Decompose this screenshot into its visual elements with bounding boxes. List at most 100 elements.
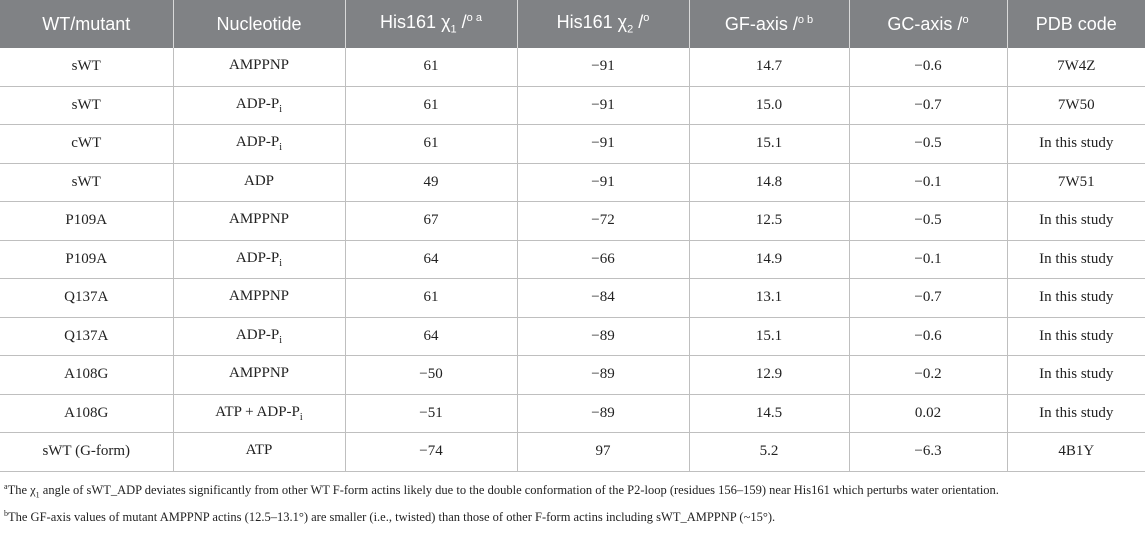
cell-gc-axis: −0.7 [849,86,1008,125]
cell-nucleotide: AMPPNP [173,355,346,395]
cell-wt: sWT [0,163,174,202]
footnote-a: aThe χ1 angle of sWT_ADP deviates signif… [4,481,999,500]
cell-chi2: −66 [517,240,690,279]
cell-nucleotide: AMPPNP [173,48,346,87]
cell-nucleotide: ADP-Pi [173,86,346,125]
cell-pdb: 7W4Z [1007,48,1145,87]
cell-chi2: −89 [517,355,690,395]
cell-chi1: 61 [345,278,518,318]
cell-chi2: −72 [517,201,690,241]
cell-gc-axis: −0.5 [849,124,1008,164]
cell-pdb: 4B1Y [1007,432,1145,472]
cell-chi1: 61 [345,48,518,87]
cell-nucleotide: ATP [173,432,346,472]
cell-chi2: −91 [517,48,690,87]
cell-chi1: −50 [345,355,518,395]
table-row: A108G AMPPNP −50 −89 12.9 −0.2 In this s… [0,355,1145,395]
header-nucleotide: Nucleotide [173,0,346,48]
cell-gf-axis: 15.1 [689,317,850,356]
cell-chi2: 97 [517,432,690,472]
cell-wt: Q137A [0,317,174,356]
cell-pdb: In this study [1007,394,1145,433]
cell-nucleotide: AMPPNP [173,201,346,241]
table-row: sWT ADP-Pi 61 −91 15.0 −0.7 7W50 [0,86,1145,125]
table-container: WT/mutant Nucleotide His161 χ1 /o a His1… [0,0,1145,527]
cell-wt: A108G [0,355,174,395]
table-row: sWT (G-form) ATP −74 97 5.2 −6.3 4B1Y [0,432,1145,472]
table-row: sWT ADP 49 −91 14.8 −0.1 7W51 [0,163,1145,202]
cell-pdb: In this study [1007,240,1145,279]
cell-gf-axis: 15.1 [689,124,850,164]
cell-gc-axis: 0.02 [849,394,1008,433]
header-chi2: His161 χ2 /o [517,0,690,48]
cell-gf-axis: 12.9 [689,355,850,395]
table-footnotes: aThe χ1 angle of sWT_ADP deviates signif… [0,472,1145,527]
header-gc-axis: GC-axis /o [849,0,1008,48]
cell-gc-axis: −0.7 [849,278,1008,318]
cell-gf-axis: 13.1 [689,278,850,318]
table-body: sWT AMPPNP 61 −91 14.7 −0.6 7W4Z sWT ADP… [0,48,1145,472]
cell-wt: P109A [0,240,174,279]
cell-chi2: −91 [517,124,690,164]
cell-gf-axis: 14.7 [689,48,850,87]
cell-chi2: −89 [517,394,690,433]
cell-gc-axis: −0.6 [849,48,1008,87]
cell-gf-axis: 14.5 [689,394,850,433]
header-wt-mutant: WT/mutant [0,0,174,48]
cell-nucleotide: ADP-Pi [173,317,346,356]
cell-nucleotide: ATP + ADP-Pi [173,394,346,433]
footnote-b: bThe GF-axis values of mutant AMPPNP act… [4,509,776,525]
cell-chi1: 67 [345,201,518,241]
cell-wt: P109A [0,201,174,241]
cell-pdb: 7W51 [1007,163,1145,202]
cell-gf-axis: 5.2 [689,432,850,472]
cell-pdb: In this study [1007,317,1145,356]
cell-nucleotide: ADP [173,163,346,202]
cell-pdb: In this study [1007,201,1145,241]
cell-gf-axis: 12.5 [689,201,850,241]
table-header: WT/mutant Nucleotide His161 χ1 /o a His1… [0,0,1145,48]
cell-chi1: 49 [345,163,518,202]
cell-chi1: 64 [345,240,518,279]
cell-chi1: 61 [345,124,518,164]
header-gf-axis: GF-axis /o b [689,0,850,48]
cell-gf-axis: 15.0 [689,86,850,125]
cell-chi2: −84 [517,278,690,318]
cell-chi2: −89 [517,317,690,356]
cell-chi1: −51 [345,394,518,433]
cell-gc-axis: −6.3 [849,432,1008,472]
cell-wt: Q137A [0,278,174,318]
cell-pdb: 7W50 [1007,86,1145,125]
cell-gc-axis: −0.2 [849,355,1008,395]
table-row: sWT AMPPNP 61 −91 14.7 −0.6 7W4Z [0,48,1145,87]
table-row: cWT ADP-Pi 61 −91 15.1 −0.5 In this stud… [0,124,1145,164]
table-row: A108G ATP + ADP-Pi −51 −89 14.5 0.02 In … [0,394,1145,433]
cell-wt: sWT (G-form) [0,432,174,472]
cell-gc-axis: −0.1 [849,240,1008,279]
cell-nucleotide: ADP-Pi [173,124,346,164]
cell-pdb: In this study [1007,124,1145,164]
cell-gf-axis: 14.8 [689,163,850,202]
cell-gc-axis: −0.6 [849,317,1008,356]
cell-gf-axis: 14.9 [689,240,850,279]
header-row: WT/mutant Nucleotide His161 χ1 /o a His1… [0,0,1145,48]
cell-nucleotide: ADP-Pi [173,240,346,279]
cell-gc-axis: −0.1 [849,163,1008,202]
table-row: Q137A AMPPNP 61 −84 13.1 −0.7 In this st… [0,278,1145,318]
cell-chi1: −74 [345,432,518,472]
table-row: P109A ADP-Pi 64 −66 14.9 −0.1 In this st… [0,240,1145,279]
cell-gc-axis: −0.5 [849,201,1008,241]
data-table: WT/mutant Nucleotide His161 χ1 /o a His1… [0,0,1145,472]
cell-wt: A108G [0,394,174,433]
cell-nucleotide: AMPPNP [173,278,346,318]
cell-chi2: −91 [517,86,690,125]
cell-wt: cWT [0,124,174,164]
cell-pdb: In this study [1007,278,1145,318]
cell-chi1: 61 [345,86,518,125]
header-chi1: His161 χ1 /o a [345,0,518,48]
header-pdb-code: PDB code [1007,0,1145,48]
cell-chi1: 64 [345,317,518,356]
table-row: Q137A ADP-Pi 64 −89 15.1 −0.6 In this st… [0,317,1145,356]
cell-chi2: −91 [517,163,690,202]
cell-wt: sWT [0,86,174,125]
